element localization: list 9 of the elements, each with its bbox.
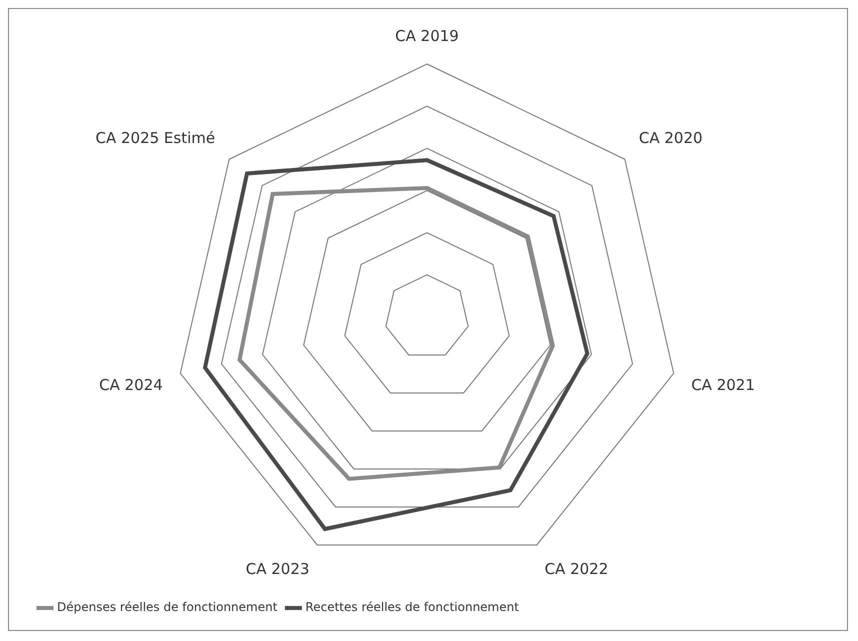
spoke-label: CA 2022 — [544, 560, 608, 578]
legend-label: Recettes réelles de fonctionnement — [305, 600, 520, 614]
spoke-label: CA 2024 — [99, 376, 163, 394]
spoke-label: CA 2025 Estimé — [95, 128, 216, 147]
spoke-label: CA 2023 — [246, 560, 310, 578]
spoke-label: CA 2019 — [395, 26, 459, 45]
spoke-label: CA 2021 — [691, 376, 755, 394]
spoke-label: CA 2020 — [638, 128, 703, 147]
legend-label: Dépenses réelles de fonctionnement — [57, 600, 278, 614]
